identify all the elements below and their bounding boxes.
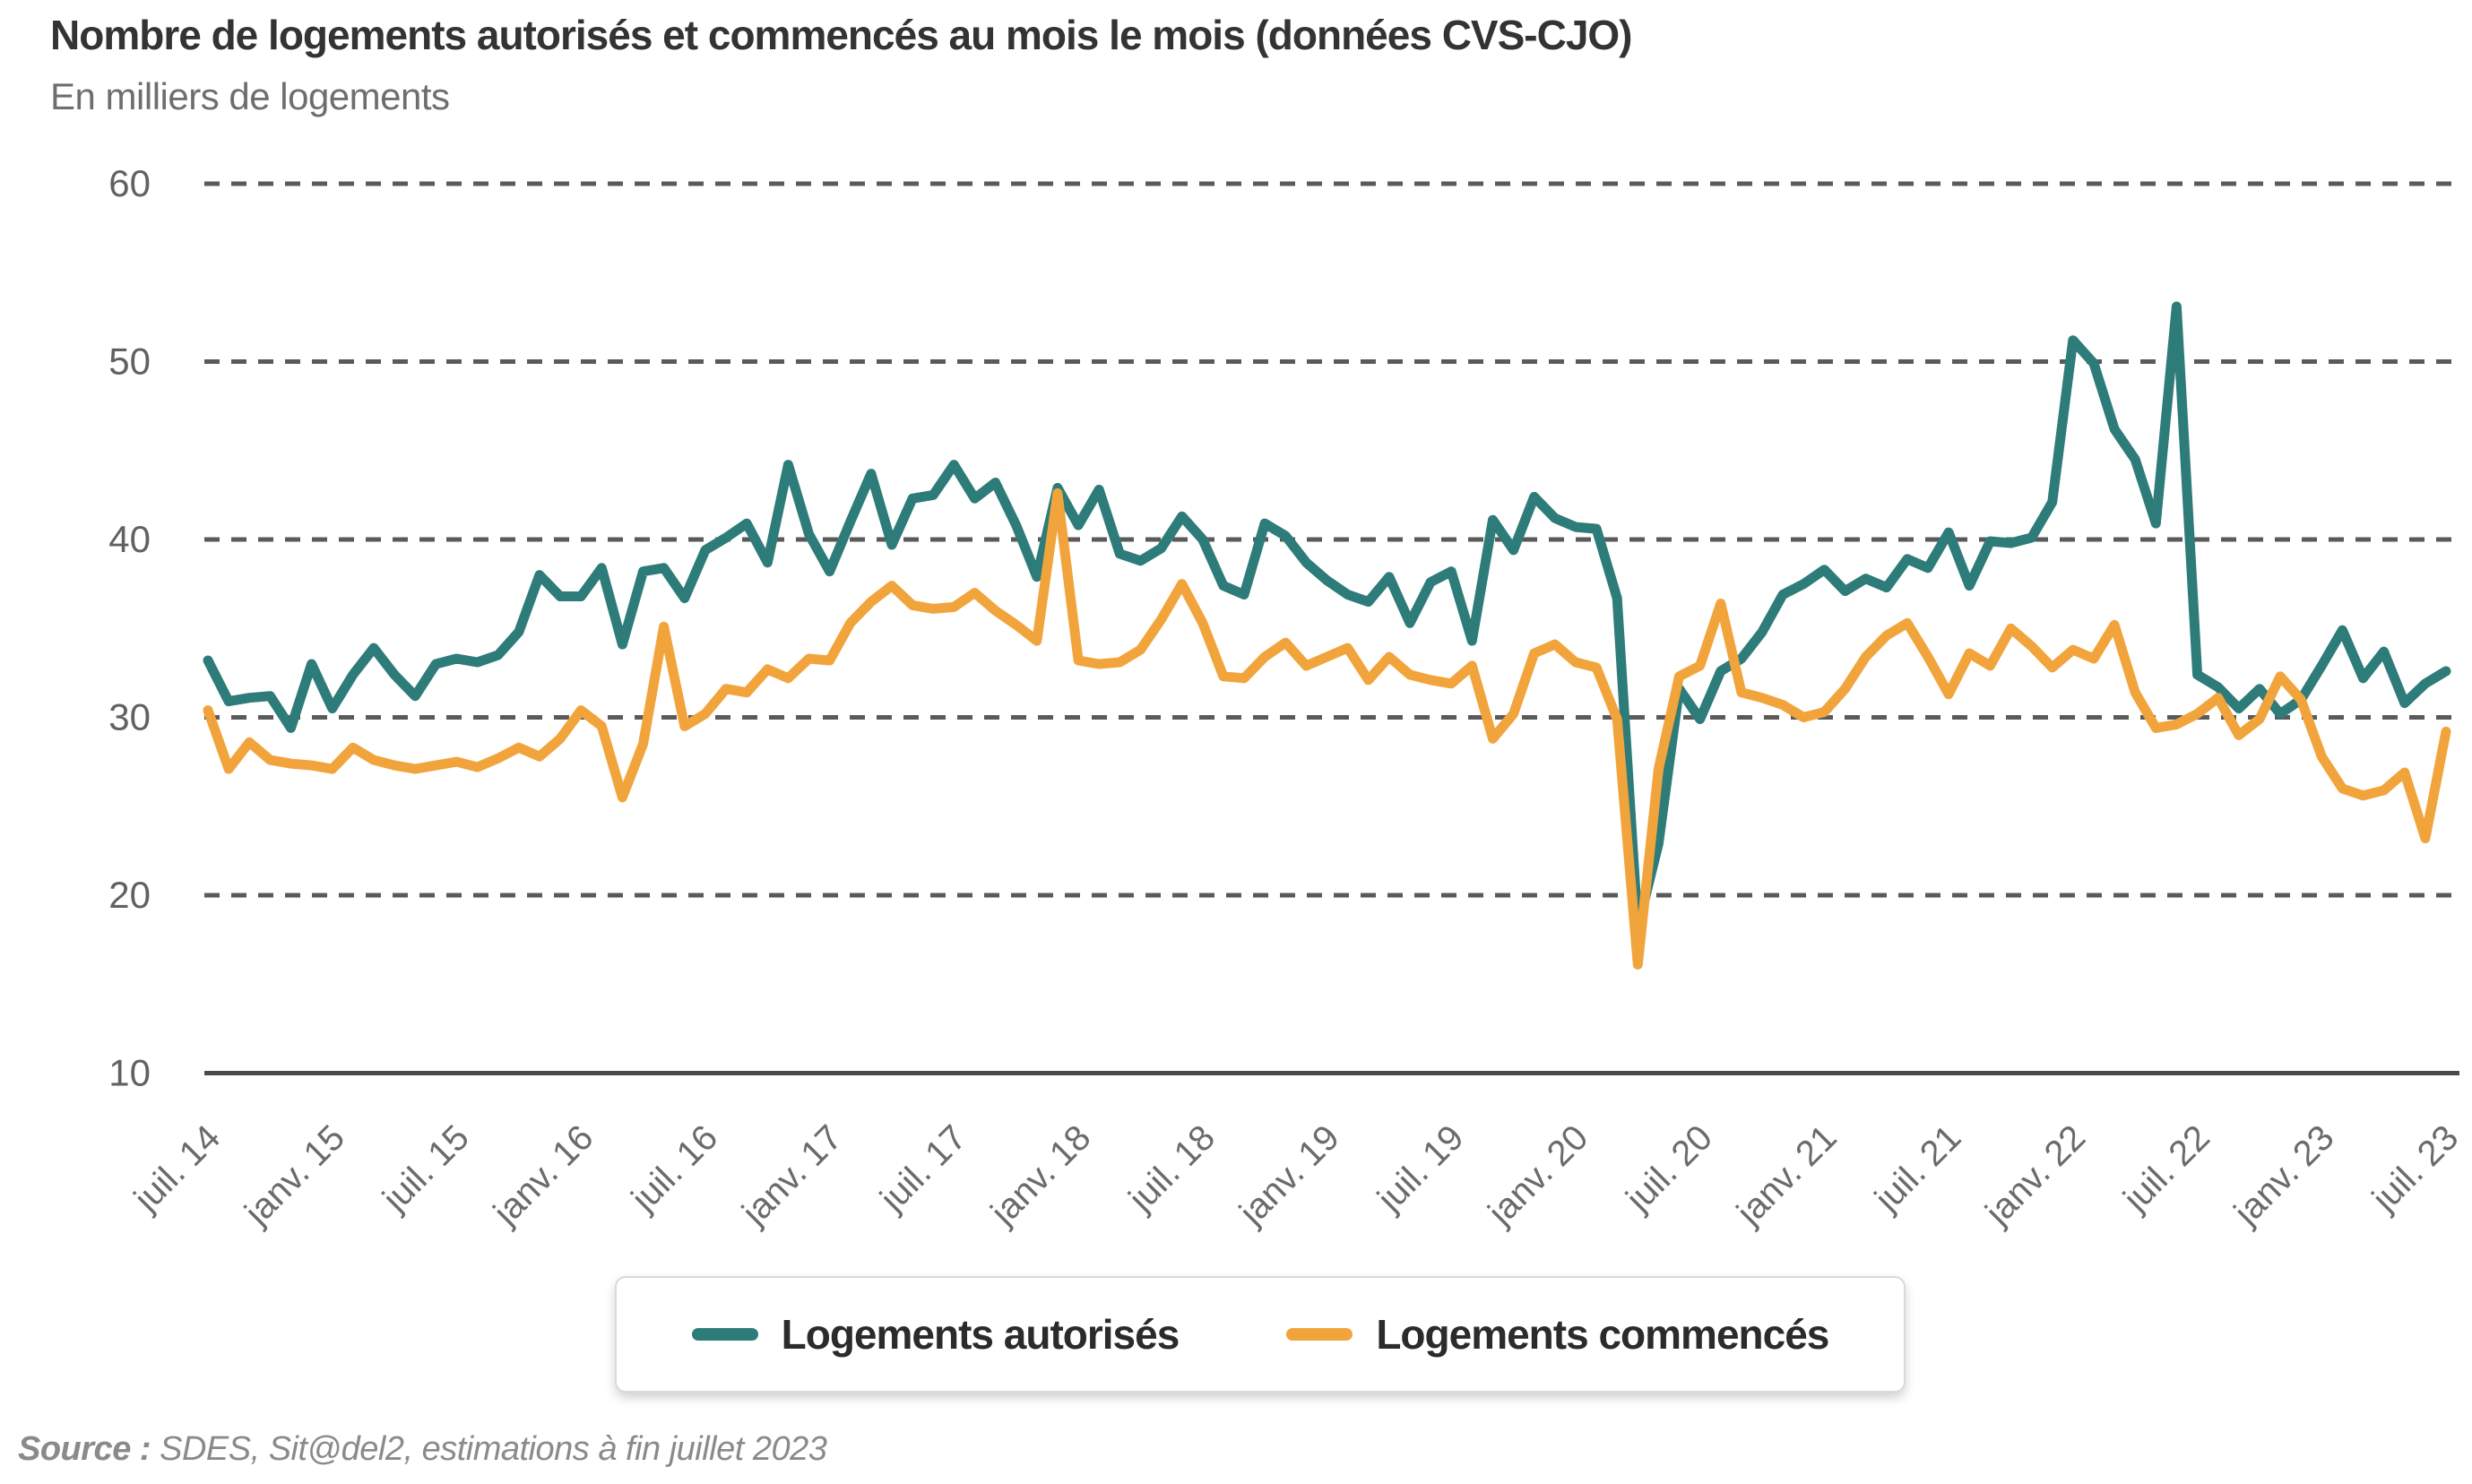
y-tick-label-50: 50 xyxy=(108,341,151,383)
x-tick-label-juil--19: juil. 19 xyxy=(1370,1117,1472,1220)
y-tick-label-30: 30 xyxy=(108,696,151,738)
legend-swatch-autorises-icon xyxy=(691,1328,758,1341)
x-tick-label-janv--18: janv. 18 xyxy=(983,1117,1099,1233)
y-tick-label-20: 20 xyxy=(108,874,151,916)
x-tick-label-juil--22: juil. 22 xyxy=(2115,1117,2217,1220)
legend-item-commences: Logements commencés xyxy=(1286,1310,1829,1359)
x-tick-label-janv--16: janv. 16 xyxy=(486,1117,601,1233)
x-tick-label-juil--17: juil. 17 xyxy=(872,1117,974,1220)
x-tick-label-janv--21: janv. 21 xyxy=(1729,1117,1845,1233)
chart-subtitle: En milliers de logements xyxy=(50,75,450,117)
x-tick-label-janv--15: janv. 15 xyxy=(237,1117,352,1233)
legend-item-autorises: Logements autorisés xyxy=(691,1310,1180,1359)
series-line-logements-commenc-s xyxy=(203,487,2451,970)
x-tick-label-juil--16: juil. 16 xyxy=(624,1117,726,1220)
x-tick-label-janv--17: janv. 17 xyxy=(734,1117,850,1233)
chart-title: Nombre de logements autorisés et commenc… xyxy=(50,12,1632,58)
y-tick-label-40: 40 xyxy=(108,518,151,560)
legend-label-commences: Logements commencés xyxy=(1376,1311,1829,1358)
x-tick-label-janv--20: janv. 20 xyxy=(1481,1117,1596,1233)
x-tick-label-juil--20: juil. 20 xyxy=(1618,1117,1720,1220)
x-tick-label-janv--23: janv. 23 xyxy=(2226,1117,2342,1233)
x-tick-label-janv--22: janv. 22 xyxy=(1977,1117,2093,1233)
source-label: Source : xyxy=(18,1430,151,1468)
x-tick-label-juil--23: juil. 23 xyxy=(2364,1117,2467,1220)
x-tick-label-janv--19: janv. 19 xyxy=(1232,1117,1347,1233)
source-text: SDES, Sit@del2, estimations à fin juille… xyxy=(151,1430,827,1468)
x-tick-label-juil--15: juil. 15 xyxy=(375,1117,477,1220)
y-tick-label-10: 10 xyxy=(108,1052,151,1094)
chart-area: 60 50 40 30 20 10 juil. 14 janv. 15 juil. 15 janv… xyxy=(108,162,2467,1233)
series-line-logements-autoris-s xyxy=(203,301,2451,933)
x-tick-label-juil--14: juil. 14 xyxy=(126,1117,229,1220)
legend: Logements autorisés Logements commencés xyxy=(615,1276,1906,1393)
source-note: Source : SDES, Sit@del2, estimations à f… xyxy=(18,1430,827,1469)
legend-swatch-commences-icon xyxy=(1286,1328,1353,1341)
x-tick-label-juil--21: juil. 21 xyxy=(1867,1117,1969,1220)
y-tick-label-60: 60 xyxy=(108,162,151,204)
x-tick-label-juil--18: juil. 18 xyxy=(1121,1117,1223,1220)
legend-label-autorises: Logements autorisés xyxy=(781,1311,1180,1358)
